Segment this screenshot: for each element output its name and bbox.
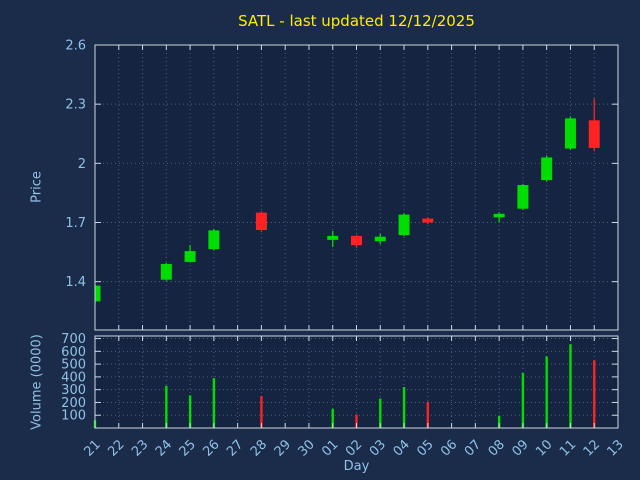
candles [95,98,600,304]
price-tick-label: 1.7 [65,216,86,231]
candle [327,230,339,247]
day-tick-label: 25 [177,437,199,459]
candle [351,234,362,248]
chart-title: SATL - last updated 12/12/2025 [238,12,475,30]
day-tick-label: 07 [462,437,484,459]
volume-plot-area [95,336,618,428]
day-tick-label: 11 [557,437,579,459]
candle [184,245,196,263]
candle [255,211,267,232]
volume-bar [212,378,216,428]
day-tick-label: 13 [605,437,627,459]
candle [564,116,576,150]
day-tick-label: 30 [295,437,317,459]
volume-bar [426,401,430,428]
day-tick-label: 03 [367,437,389,459]
candle [160,262,172,281]
volume-bar [521,373,525,428]
day-tick-label: 22 [105,437,127,459]
day-tick-label: 12 [581,437,603,459]
candle [422,217,434,225]
day-tick-label: 26 [200,437,222,459]
price-tick-label: 1.4 [65,275,86,290]
price-tick-label: 2 [78,157,86,172]
volume-tick-label: 300 [61,383,86,398]
candle [208,228,220,251]
day-tick-label: 24 [153,437,175,459]
day-tick-label: 27 [224,437,246,459]
volume-tick-label: 600 [61,345,86,360]
day-tick-label: 04 [391,437,413,459]
candle [588,98,600,152]
volume-bar [165,385,168,428]
volume-bar [402,387,406,428]
price-tick-label: 2.3 [65,98,86,113]
candle [398,213,410,237]
volume-tick-label: 200 [61,396,86,411]
day-tick-label: 09 [509,437,531,459]
volume-bar [379,398,382,428]
volume-bar [331,408,334,428]
day-tick-label: 05 [414,437,436,459]
day-tick-label: 21 [82,437,104,459]
day-tick-label: 08 [486,437,508,459]
volume-bar [593,360,596,428]
price-plot-border [94,44,619,331]
volume-tick-label: 100 [61,409,86,424]
candle [541,155,553,182]
day-tick-label: 23 [129,437,151,459]
day-tick-label: 01 [319,437,341,459]
volume-bar [569,344,572,428]
day-tick-label: 29 [272,437,294,459]
day-tick-label: 28 [248,437,270,459]
day-tick-label: 06 [438,437,460,459]
volume-tick-label: 500 [61,358,86,373]
price-tick-label: 2.6 [65,39,86,54]
volume-bar [355,414,358,428]
volume-bar [497,415,501,428]
day-tick-label: 10 [533,437,555,459]
day-tick-label: 02 [343,437,365,459]
volume-tick-label: 700 [61,332,86,347]
volume-tick-label: 400 [61,370,86,385]
candle [493,212,505,223]
day-axis-label: Day [343,459,370,474]
candle [374,233,386,245]
volume-plot-border [94,335,619,429]
price-plot-area [95,45,618,330]
volume-bar [260,396,263,428]
candle [95,284,101,304]
volume-bar [188,395,192,428]
volume-bar [545,356,548,428]
candle [517,183,529,210]
